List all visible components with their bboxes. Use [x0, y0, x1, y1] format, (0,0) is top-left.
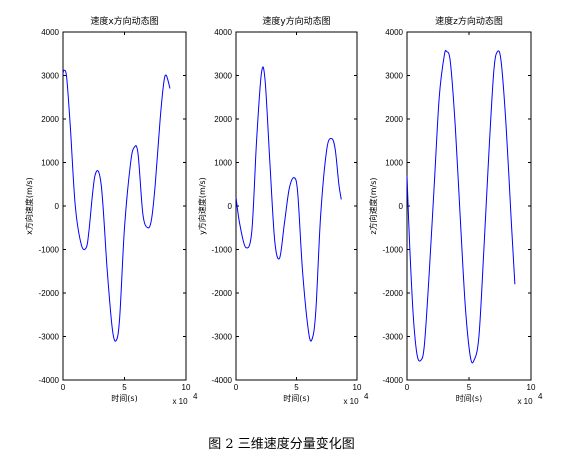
subplot-3: 速度z方向动态图 -4000 -3000 -2000 -1000 0 1000 2000 300…: [368, 15, 543, 406]
plot-area: [62, 31, 187, 381]
x-axis-label: 时间(s): [283, 393, 309, 403]
subplot-title: 速度y方向动态图: [262, 15, 330, 27]
x-axis-multiplier-exponent: 4: [364, 392, 369, 401]
x-tick-label: 10: [182, 383, 191, 392]
subplot-title: 速度x方向动态图: [90, 15, 158, 27]
x-axis-multiplier: x 10: [517, 397, 533, 406]
x-tick-label: 10: [353, 383, 362, 392]
x-tick-label: 5: [122, 383, 127, 392]
x-axis-label: 时间(s): [456, 393, 482, 403]
x-axis-multiplier-exponent: 4: [193, 392, 198, 401]
subplot-title: 速度z方向动态图: [435, 15, 503, 27]
y-tick-label: 4000: [41, 28, 59, 37]
y-tick-label: 4000: [214, 28, 232, 37]
x-tick-label: 5: [467, 383, 472, 392]
y-tick-label: -4000: [39, 376, 60, 385]
plot-area: [235, 31, 358, 381]
subplot-1: 速度x方向动态图 -4000 -3000 -2000 -1000 0 1000 2000 300…: [24, 15, 198, 406]
x-tick-label: 5: [294, 383, 299, 392]
y-tick-label: -2000: [383, 289, 404, 298]
x-axis-multiplier: x 10: [343, 397, 359, 406]
y-tick-label: 1000: [385, 159, 403, 168]
y-tick-label: -3000: [39, 333, 60, 342]
y-axis-label: z方向速度(m/s): [368, 177, 378, 234]
y-tick-label: 2000: [385, 115, 403, 124]
x-tick-label: 0: [405, 383, 410, 392]
y-tick-label: -1000: [39, 246, 60, 255]
y-tick-label: -2000: [39, 289, 60, 298]
y-tick-label: -2000: [212, 289, 233, 298]
y-tick-label: 2000: [41, 115, 59, 124]
y-tick-label: 3000: [41, 72, 59, 81]
x-axis-label: 时间(s): [111, 393, 137, 403]
y-tick-label: 0: [228, 202, 233, 211]
y-axis-label: y方向速度(m/s): [197, 177, 207, 235]
x-tick-label: 10: [527, 383, 536, 392]
series-line: [62, 69, 171, 342]
x-tick-label: 0: [234, 383, 239, 392]
y-tick-label: 3000: [214, 72, 232, 81]
y-tick-label: 1000: [41, 159, 59, 168]
subplot-panels: 速度x方向动态图-4000-3000-2000-1000010002000300…: [24, 15, 543, 406]
y-tick-label: -1000: [212, 246, 233, 255]
subplot-2: 速度y方向动态图 -4000 -3000 -2000 -1000 0 1000 2000 300…: [197, 15, 369, 406]
figure-caption: 图 2 三维速度分量变化图: [208, 436, 355, 452]
y-tick-label: -4000: [383, 376, 404, 385]
y-tick-label: -3000: [383, 333, 404, 342]
y-tick-label: -1000: [383, 246, 404, 255]
y-tick-label: 2000: [214, 115, 232, 124]
series-line: [235, 66, 342, 342]
series-line: [406, 49, 516, 364]
x-axis-multiplier: x 10: [172, 397, 188, 406]
y-tick-label: 0: [399, 202, 404, 211]
y-tick-label: -3000: [212, 333, 233, 342]
x-tick-label: 0: [61, 383, 66, 392]
y-tick-label: 3000: [385, 72, 403, 81]
x-axis-multiplier-exponent: 4: [538, 392, 543, 401]
y-axis-label: x方向速度(m/s): [24, 177, 34, 235]
y-tick-label: 4000: [385, 28, 403, 37]
y-tick-label: 1000: [214, 159, 232, 168]
y-tick-label: 0: [55, 202, 60, 211]
y-tick-label: -4000: [212, 376, 233, 385]
